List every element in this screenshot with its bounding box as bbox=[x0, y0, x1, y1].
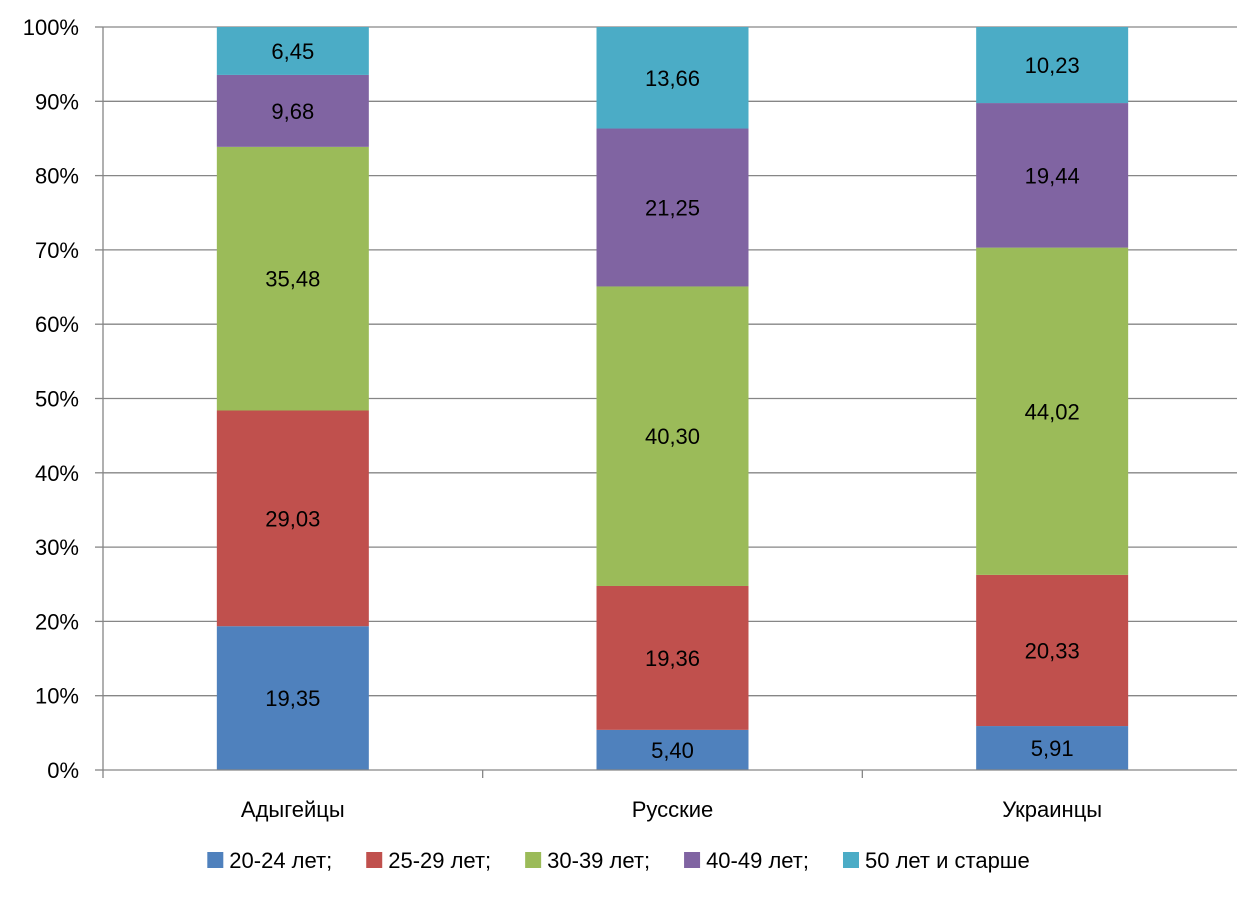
data-label: 10,23 bbox=[1025, 53, 1080, 78]
bar-segment bbox=[216, 626, 369, 770]
bar-segment bbox=[976, 27, 1129, 104]
data-label: 29,03 bbox=[265, 506, 320, 531]
bar-segment bbox=[596, 27, 749, 129]
y-tick-label: 80% bbox=[35, 164, 79, 189]
y-tick-label: 50% bbox=[35, 387, 79, 412]
legend-swatch bbox=[842, 852, 859, 868]
bar-segment bbox=[976, 103, 1129, 248]
y-tick-labels: 0% 10% 20% 30% 40% 50% 60% 70% 80% 90% 100% bbox=[23, 15, 79, 783]
x-category-labels: Адыгейцы Русские Украинцы bbox=[241, 797, 1102, 822]
bar-segment bbox=[976, 574, 1129, 727]
y-tick-label: 70% bbox=[35, 238, 79, 263]
y-tick-label: 40% bbox=[35, 461, 79, 486]
data-label: 13,66 bbox=[645, 66, 700, 91]
legend-swatch bbox=[207, 852, 224, 868]
axes bbox=[95, 26, 1237, 778]
legend-label: 30-39 лет; bbox=[547, 848, 650, 873]
y-tick-label: 100% bbox=[23, 15, 79, 40]
x-category-label: Адыгейцы bbox=[241, 797, 345, 822]
y-tick-label: 0% bbox=[47, 758, 79, 783]
data-label: 6,45 bbox=[271, 39, 314, 64]
bar-segment bbox=[216, 74, 369, 147]
bars bbox=[216, 27, 1129, 770]
bar-segment bbox=[976, 247, 1129, 575]
bar-segment bbox=[216, 146, 369, 411]
data-label: 19,44 bbox=[1025, 163, 1080, 188]
legend-label: 25-29 лет; bbox=[388, 848, 491, 873]
data-label: 20,33 bbox=[1025, 638, 1080, 663]
data-label: 44,02 bbox=[1025, 399, 1080, 424]
data-label: 21,25 bbox=[645, 195, 700, 220]
legend-swatch bbox=[684, 852, 701, 868]
legend-label: 40-49 лет; bbox=[706, 848, 809, 873]
data-label: 9,68 bbox=[271, 99, 314, 124]
legend-label: 50 лет и старше bbox=[865, 848, 1030, 873]
x-category-label: Русские bbox=[632, 797, 714, 822]
y-tick-label: 60% bbox=[35, 312, 79, 337]
x-category-label: Украинцы bbox=[1002, 797, 1102, 822]
legend-swatch bbox=[366, 852, 383, 868]
y-tick-label: 30% bbox=[35, 535, 79, 560]
data-labels: 19,35 29,03 35,48 9,68 6,45 5,40 19,36 40,30 21,… bbox=[265, 39, 1079, 763]
legend-swatch bbox=[525, 852, 542, 868]
legend: 20-24 лет; 25-29 лет; 30-39 лет; 40-49 лет;… bbox=[207, 848, 1030, 873]
bar-segment bbox=[216, 410, 369, 627]
y-tick-label: 10% bbox=[35, 684, 79, 709]
bar-segment bbox=[596, 585, 749, 730]
data-label: 35,48 bbox=[265, 267, 320, 292]
y-tick-label: 20% bbox=[35, 609, 79, 634]
data-label: 5,40 bbox=[651, 738, 694, 763]
data-label: 5,91 bbox=[1031, 736, 1074, 761]
bar-segment bbox=[976, 726, 1129, 770]
bar-segment bbox=[596, 286, 749, 586]
legend-label: 20-24 лет; bbox=[229, 848, 332, 873]
bar-segment bbox=[216, 27, 369, 75]
data-label: 19,36 bbox=[645, 646, 700, 671]
bar-segment bbox=[596, 128, 749, 287]
bar-segment bbox=[596, 729, 749, 770]
y-tick-label: 90% bbox=[35, 89, 79, 114]
data-label: 40,30 bbox=[645, 424, 700, 449]
data-label: 19,35 bbox=[265, 686, 320, 711]
